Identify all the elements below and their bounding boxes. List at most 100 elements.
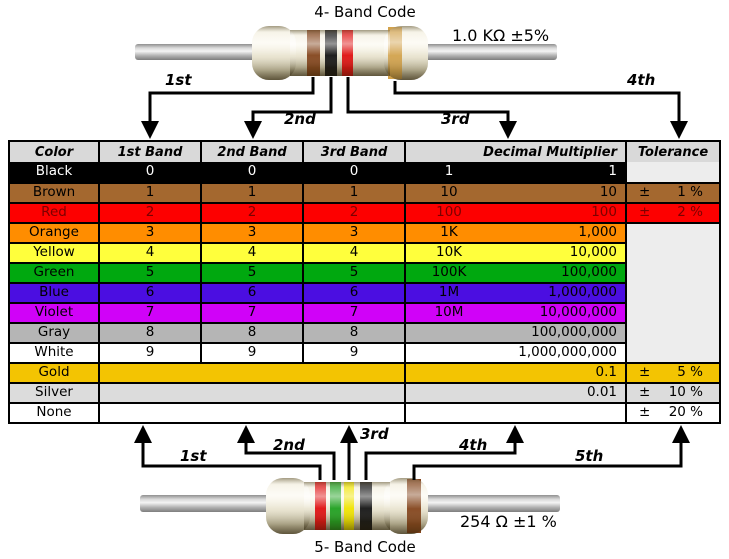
five-band-resistor-illustration	[140, 478, 560, 534]
arrow-down-icon	[244, 121, 262, 139]
tolerance-value: 5 %	[677, 364, 703, 381]
color-name-cell: Gray	[10, 322, 98, 342]
color-name-cell: Green	[10, 262, 98, 282]
multiplier-value: 0.1	[595, 364, 617, 381]
tolerance-cell	[625, 222, 719, 242]
arrow-down-icon	[670, 121, 688, 139]
arrow-down-icon	[141, 121, 159, 139]
table-row: Violet 7 7 7 10M 10,000,000	[10, 302, 719, 322]
top-arrow-label-2nd: 2nd	[284, 110, 316, 128]
arrow-down-icon	[499, 121, 517, 139]
table-row: White 9 9 9 1,000,000,000	[10, 342, 719, 362]
plus-minus-sign: ±	[639, 384, 651, 401]
band-1-cell: 9	[98, 342, 200, 362]
multiplier-value: 100,000,000	[531, 324, 617, 341]
table-header-row: Color 1st Band 2nd Band 3rd Band Decimal…	[10, 142, 719, 162]
band-3-cell: 7	[302, 302, 404, 322]
table-row: Yellow 4 4 4 10K 10,000	[10, 242, 719, 262]
tolerance-value: 2 %	[677, 204, 703, 221]
color-name-cell: White	[10, 342, 98, 362]
color-name-cell: Black	[10, 162, 98, 182]
tolerance-cell: ±5 %	[625, 362, 719, 382]
plus-minus-sign: ±	[639, 364, 651, 381]
bottom-arrow-label-3rd: 3rd	[360, 425, 389, 443]
multiplier-cell: 10K 10,000	[404, 242, 625, 262]
band-2-cell: 9	[200, 342, 302, 362]
band-2-cell: 4	[200, 242, 302, 262]
tolerance-cell	[625, 262, 719, 282]
header-color: Color	[10, 142, 98, 162]
multiplier-prefix: 100	[436, 204, 462, 221]
band-2-cell: 1	[200, 182, 302, 202]
header-2nd-band: 2nd Band	[200, 142, 302, 162]
multiplier-cell: 0.1	[404, 362, 625, 382]
band-3-cell: 5	[302, 262, 404, 282]
plus-minus-sign: ±	[639, 184, 651, 201]
band-2-cell: 2	[200, 202, 302, 222]
multiplier-value: 1,000,000,000	[518, 344, 617, 361]
table-row: Blue 6 6 6 1M 1,000,000	[10, 282, 719, 302]
tolerance-cell	[625, 162, 719, 182]
multiplier-cell: 1K 1,000	[404, 222, 625, 242]
table-row: Brown 1 1 1 10 10 ±1 %	[10, 182, 719, 202]
tolerance-cell: ±10 %	[625, 382, 719, 402]
multiplier-cell: 0.01	[404, 382, 625, 402]
band-3-cell: 9	[302, 342, 404, 362]
arrow-up-icon	[237, 425, 255, 443]
bottom-arrow-label-5th: 5th	[575, 447, 604, 465]
tolerance-cell	[625, 282, 719, 302]
band-2-cell: 0	[200, 162, 302, 182]
color-name-cell: Yellow	[10, 242, 98, 262]
merged-band-cell	[98, 402, 404, 422]
plus-minus-sign: ±	[639, 404, 651, 421]
four-band-code-title: 4- Band Code	[314, 3, 416, 21]
five-band-value-label: 254 Ω ±1 %	[460, 512, 557, 531]
multiplier-cell: 10 10	[404, 182, 625, 202]
table-row: Gray 8 8 8 100,000,000	[10, 322, 719, 342]
band-2-cell: 7	[200, 302, 302, 322]
band-1-cell: 1	[98, 182, 200, 202]
multiplier-cell: 1,000,000,000	[404, 342, 625, 362]
band-1-cell: 7	[98, 302, 200, 322]
multiplier-cell: 1M 1,000,000	[404, 282, 625, 302]
table-row: Orange 3 3 3 1K 1,000	[10, 222, 719, 242]
color-name-cell: None	[10, 402, 98, 422]
header-1st-band: 1st Band	[98, 142, 200, 162]
color-code-table: Color 1st Band 2nd Band 3rd Band Decimal…	[8, 140, 721, 424]
tolerance-cell: ±20 %	[625, 402, 719, 422]
multiplier-value: 10,000	[569, 244, 617, 261]
band-3-cell: 4	[302, 242, 404, 262]
band-2-cell: 3	[200, 222, 302, 242]
multiplier-prefix: 1M	[438, 284, 460, 301]
tolerance-cell	[625, 342, 719, 362]
multiplier-value: 0.01	[586, 384, 617, 401]
five-band-code-title: 5- Band Code	[314, 538, 416, 556]
tolerance-value: 20 %	[668, 404, 703, 421]
color-name-cell: Red	[10, 202, 98, 222]
four-band-resistor-illustration	[135, 26, 557, 80]
multiplier-prefix: 10K	[435, 244, 463, 261]
multiplier-cell: 100K 100,000	[404, 262, 625, 282]
four-band-value-label: 1.0 KΩ ±5%	[452, 26, 550, 45]
tolerance-cell	[625, 302, 719, 322]
color-name-cell: Gold	[10, 362, 98, 382]
bottom-arrow-label-1st: 1st	[180, 447, 207, 465]
band-1-cell: 8	[98, 322, 200, 342]
band-3-cell: 8	[302, 322, 404, 342]
color-name-cell: Violet	[10, 302, 98, 322]
multiplier-cell: 10M 10,000,000	[404, 302, 625, 322]
merged-band-cell	[98, 382, 404, 402]
table-row: None ±20 %	[10, 402, 719, 422]
bottom-arrow-label-2nd: 2nd	[273, 436, 305, 454]
band-3-cell: 0	[302, 162, 404, 182]
band-2-cell: 8	[200, 322, 302, 342]
tolerance-cell	[625, 242, 719, 262]
multiplier-prefix: 10	[440, 184, 458, 201]
band-3-cell: 6	[302, 282, 404, 302]
band-1-cell: 6	[98, 282, 200, 302]
bottom-arrows	[134, 425, 690, 480]
color-name-cell: Orange	[10, 222, 98, 242]
multiplier-value: 100,000	[561, 264, 617, 281]
